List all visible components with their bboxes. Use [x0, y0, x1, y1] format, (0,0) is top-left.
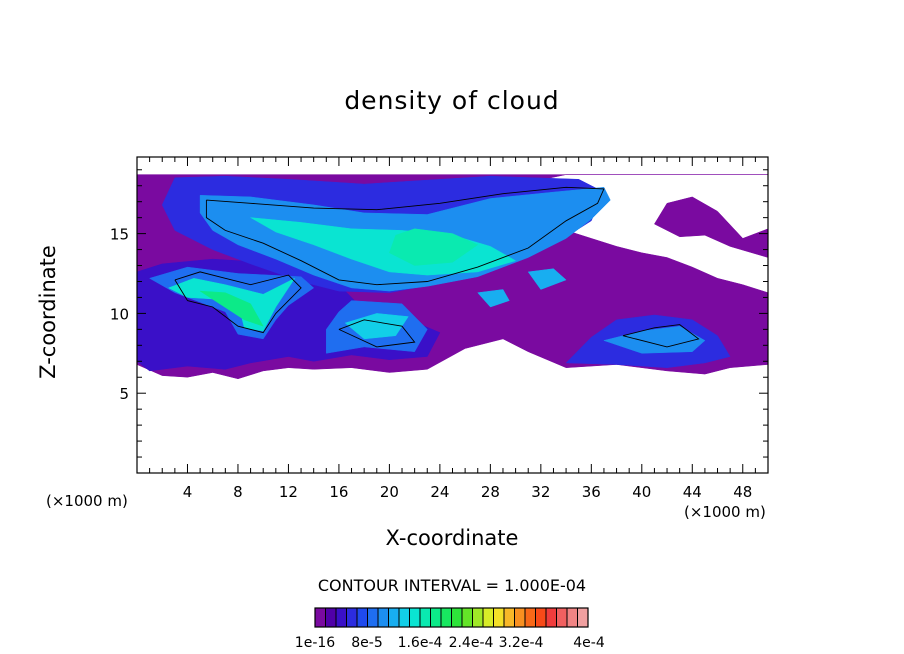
colorbar-label: 2.4e-4: [449, 635, 494, 651]
contour-line-0: [205, 186, 605, 286]
colorbar-swatch: [409, 608, 421, 627]
density-region-14: [477, 289, 510, 308]
x-tick-label: 48: [733, 483, 752, 501]
contour-line-2: [338, 319, 416, 348]
y-tick-label: 15: [110, 226, 129, 244]
x-tick-label: 28: [481, 483, 500, 501]
colorbar-swatch: [451, 608, 463, 627]
x-tick-label: 4: [183, 483, 193, 501]
x-unit-label-left: (×1000 m): [46, 492, 128, 510]
colorbar-swatch: [493, 608, 505, 627]
contour-line-3: [622, 324, 700, 348]
contour-interval-label: CONTOUR INTERVAL = 1.000E-04: [317, 576, 587, 595]
colorbar-swatch: [325, 608, 337, 627]
x-tick-label: 24: [430, 483, 449, 501]
y-tick-label: 10: [110, 305, 129, 323]
x-tick-label: 20: [380, 483, 399, 501]
colorbar-swatch: [556, 608, 568, 627]
colorbar-swatch: [462, 608, 473, 627]
colorbar-swatch: [514, 608, 526, 627]
density-region-5: [389, 228, 479, 266]
contour-line-1: [174, 271, 302, 334]
colorbar-swatch: [535, 608, 547, 627]
colorbar-swatch: [472, 608, 484, 627]
colorbar-label: 1.6e-4: [398, 635, 443, 651]
density-region-8: [199, 290, 264, 327]
x-tick-label: 12: [279, 483, 298, 501]
colorbar-swatch: [430, 608, 442, 627]
x-tick-label: 32: [531, 483, 550, 501]
colorbar-swatch: [399, 608, 410, 627]
y-tick-label: 5: [119, 385, 129, 403]
x-tick-label: 44: [683, 483, 702, 501]
x-tick-label: 36: [582, 483, 601, 501]
colorbar-swatch: [420, 608, 431, 627]
colorbar-swatch: [346, 608, 358, 627]
density-region-13: [527, 268, 567, 290]
x-axis-label: X-coordinate: [385, 526, 519, 550]
colorbar-label: 8e-5: [351, 635, 382, 651]
colorbar-swatch: [315, 608, 326, 627]
colorbar-swatch: [336, 608, 347, 627]
colorbar-swatch: [525, 608, 536, 627]
x-tick-label: 40: [632, 483, 651, 501]
colorbar-swatch: [577, 608, 589, 627]
x-tick-label: 16: [329, 483, 348, 501]
colorbar-swatch: [504, 608, 515, 627]
colorbar-label: 1e-16: [295, 635, 335, 651]
colorbar-swatch: [378, 608, 389, 627]
density-region-7: [167, 277, 296, 332]
colorbar-swatch: [546, 608, 557, 627]
colorbar-swatch: [388, 608, 400, 627]
colorbar-swatch: [441, 608, 452, 627]
colorbar: 1e-16 8e-5 1.6e-4 2.4e-4 3.2e-4 4e-4: [295, 607, 605, 651]
x-tick-label: 8: [233, 483, 243, 501]
colorbar-label: 4e-4: [573, 635, 605, 651]
cloud-density-field: [137, 174, 768, 380]
colorbar-swatch: [483, 608, 494, 627]
colorbar-label: 3.2e-4: [499, 635, 544, 651]
chart-title: density of cloud: [344, 86, 560, 115]
colorbar-frame: [314, 607, 589, 628]
colorbar-swatch: [567, 608, 578, 627]
colorbar-swatch: [367, 608, 379, 627]
colorbar-swatch: [357, 608, 368, 627]
x-unit-label-right: (×1000 m): [684, 503, 766, 521]
contour-lines: [174, 186, 700, 348]
